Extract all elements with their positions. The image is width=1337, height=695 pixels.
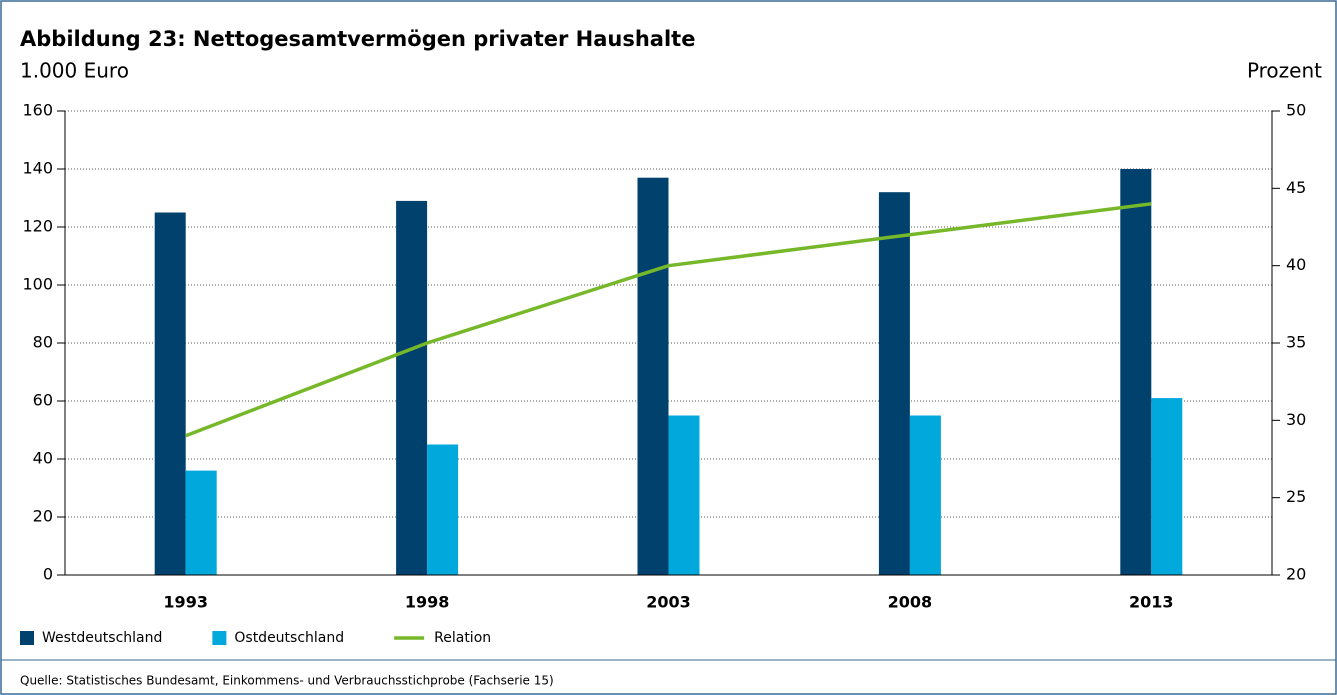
y2-tick-label: 45	[1286, 178, 1306, 197]
y2-tick-label: 40	[1286, 255, 1306, 274]
legend-label: Ostdeutschland	[234, 630, 344, 646]
line	[185, 202, 1152, 438]
bar	[878, 192, 910, 575]
y-tick-label: 20	[33, 507, 53, 526]
bar	[1120, 169, 1152, 575]
y2-tick-label: 35	[1286, 333, 1306, 352]
y-tick-label: 40	[33, 449, 53, 468]
bar	[396, 200, 428, 575]
bar	[1151, 398, 1183, 575]
bar	[185, 470, 217, 575]
y-tick-label: 140	[22, 159, 53, 178]
y-tick-label: 80	[33, 333, 53, 352]
bar	[637, 177, 669, 575]
legend-swatch	[20, 631, 34, 645]
y2-tick-label: 30	[1286, 410, 1306, 429]
y-tick-label: 60	[33, 391, 53, 410]
y-tick-label: 120	[22, 217, 53, 236]
bar	[909, 415, 941, 575]
chart-title: Abbildung 23: Nettogesamtvermögen privat…	[20, 27, 695, 51]
legend-label: Westdeutschland	[42, 630, 162, 646]
x-tick-label: 2008	[888, 593, 933, 612]
y2-tick-label: 50	[1286, 101, 1306, 120]
x-tick-label: 2003	[646, 593, 691, 612]
x-tick-label: 2013	[1129, 593, 1174, 612]
x-tick-label: 1993	[163, 593, 208, 612]
y2-tick-label: 20	[1286, 565, 1306, 584]
y-tick-label: 0	[43, 565, 53, 584]
y2-tick-label: 25	[1286, 487, 1306, 506]
bar	[668, 415, 700, 575]
x-tick-label: 1998	[405, 593, 450, 612]
legend-swatch	[212, 631, 227, 645]
y-tick-label: 100	[22, 275, 53, 294]
legend-label: Relation	[434, 630, 491, 646]
y-axis-label: 1.000 Euro	[20, 59, 129, 83]
source: Quelle: Statistisches Bundesamt, Einkomm…	[20, 674, 554, 688]
bar	[427, 444, 459, 575]
bar	[154, 212, 186, 575]
y-tick-label: 160	[22, 101, 53, 120]
y2-axis-label: Prozent	[1247, 59, 1322, 83]
